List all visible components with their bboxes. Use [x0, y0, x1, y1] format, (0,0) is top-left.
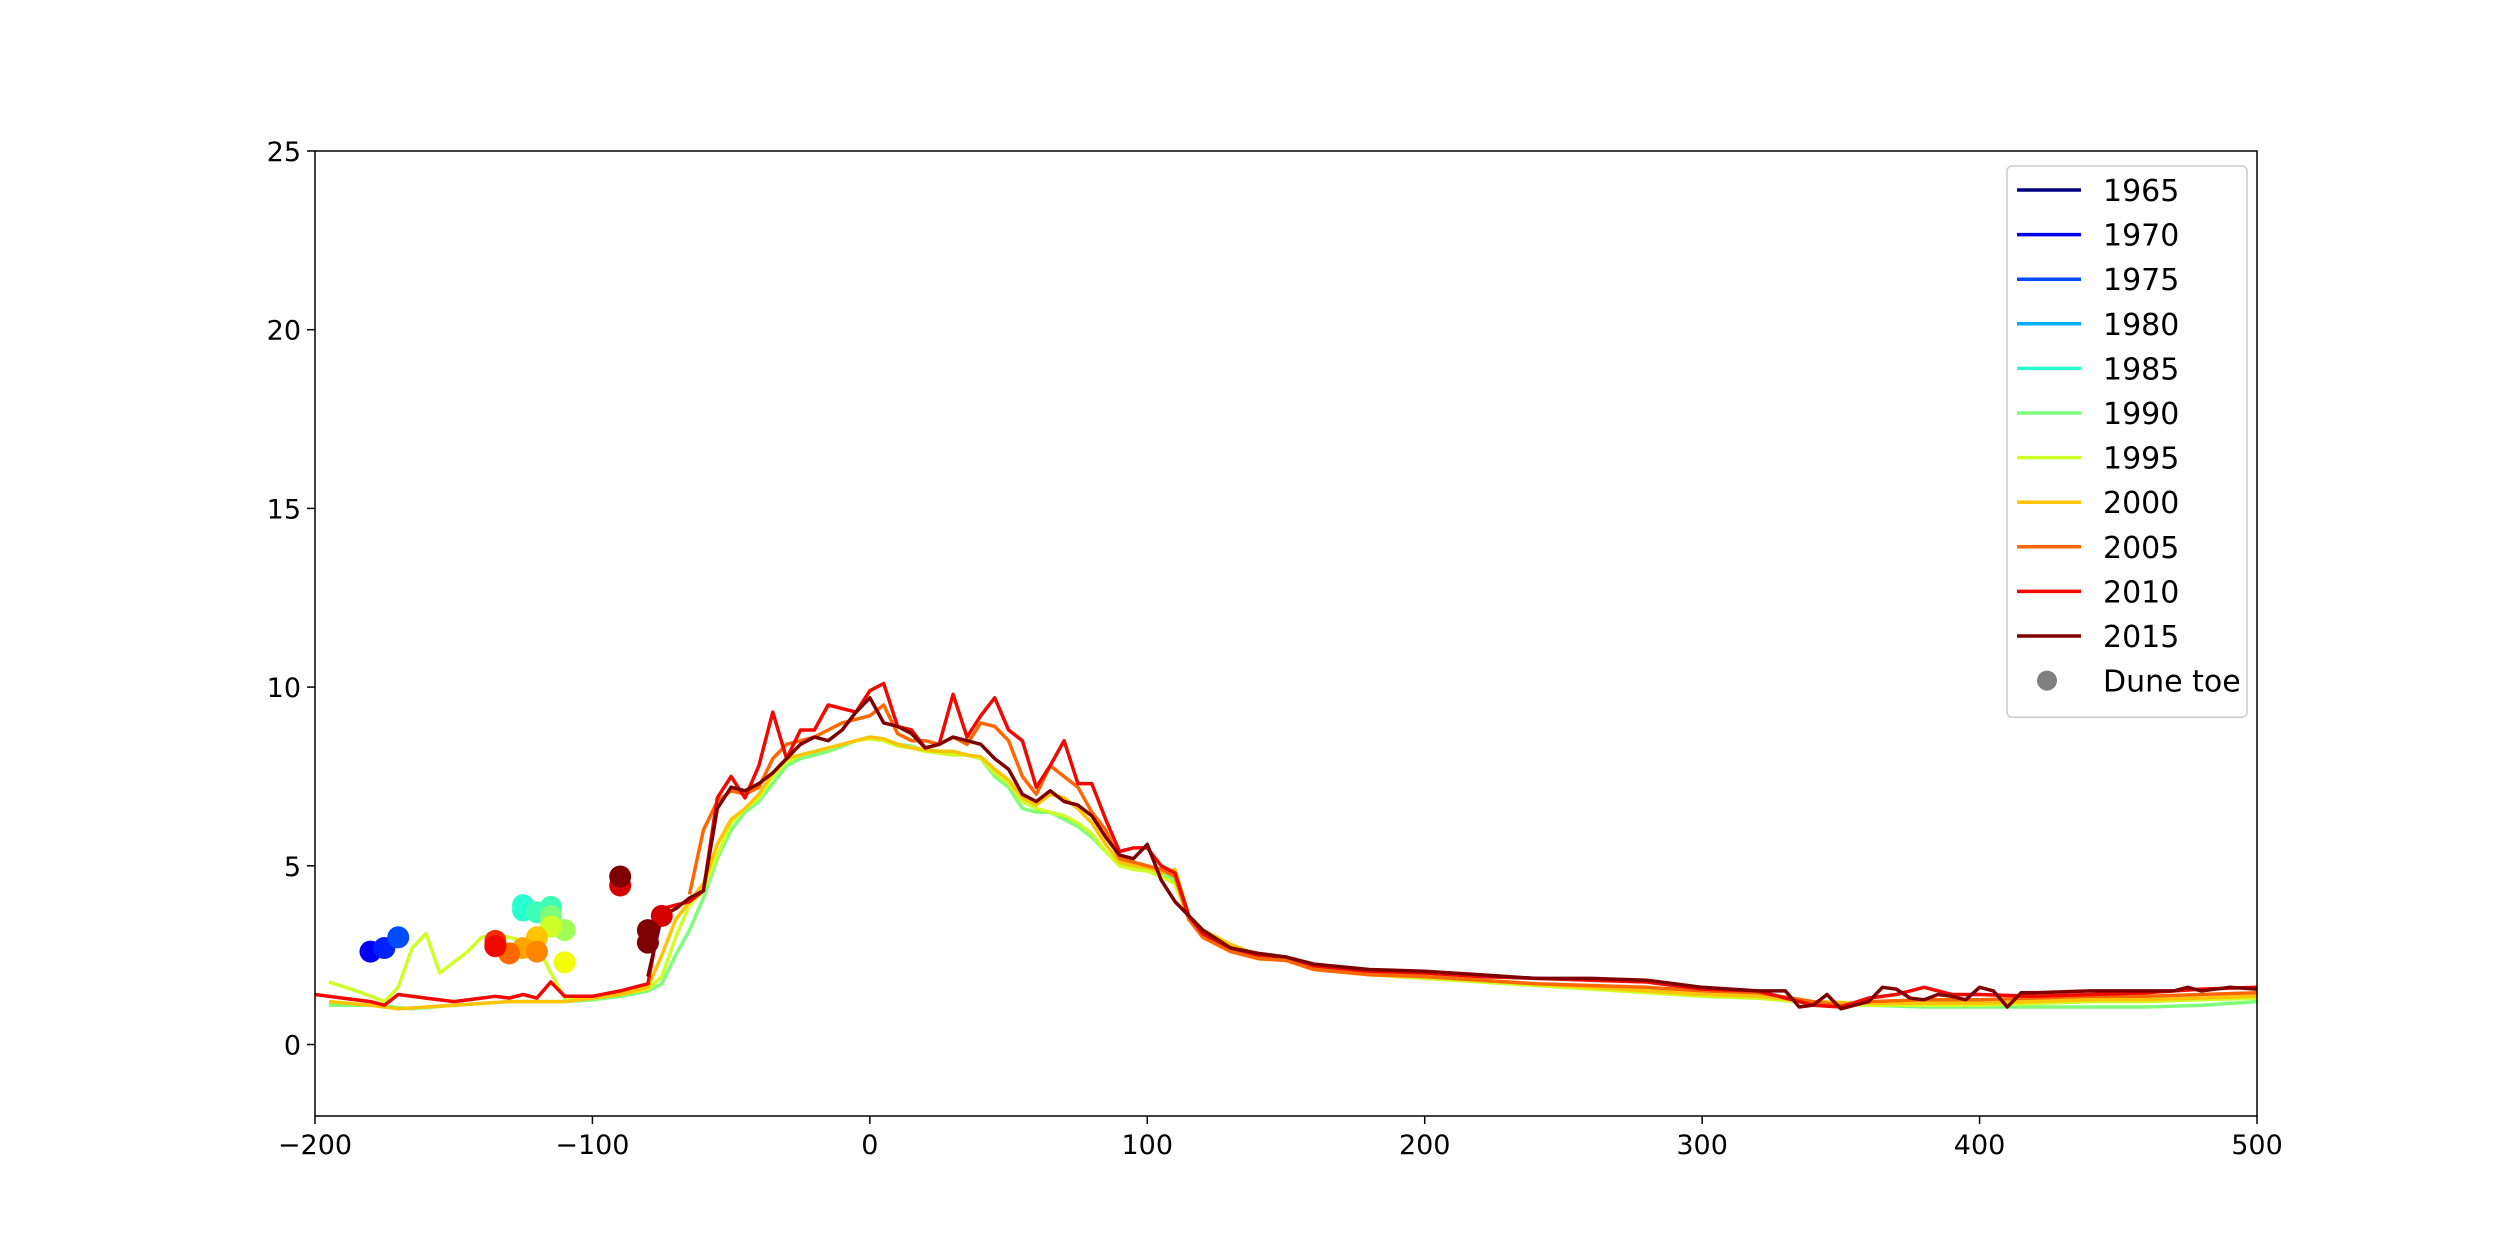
y-tick-label: 20 [267, 316, 301, 347]
series-line-2015 [646, 696, 2257, 1011]
legend-label-1970: 1970 [2103, 219, 2179, 254]
legend-label-2010: 2010 [2103, 575, 2179, 610]
x-tick-label: 400 [1954, 1130, 2006, 1161]
x-tick-label: 500 [2231, 1130, 2283, 1161]
legend-label-1980: 1980 [2103, 308, 2179, 343]
x-tick-label: 200 [1399, 1130, 1451, 1161]
dune-toe-marker-1995-10 [553, 951, 576, 974]
legend-label-1995: 1995 [2103, 442, 2179, 477]
axes: −200 −100 0 100 200 300 400 500 0 5 10 15 20 25 [267, 137, 2283, 1161]
y-tick-label: 15 [267, 494, 301, 525]
dune-toe-marker-2015-19 [609, 865, 632, 888]
legend-label-1985: 1985 [2103, 352, 2179, 387]
dune-toe-marker-2005-13 [525, 940, 548, 963]
series-line-2010 [315, 681, 2257, 1009]
y-tick-label: 10 [267, 673, 301, 704]
legend-label-dune-toe: Dune toe [2103, 665, 2241, 700]
dune-toe-marker-2010-16 [484, 935, 507, 958]
dune-toe-marker-1975-2 [387, 926, 410, 949]
legend-label-2015: 2015 [2103, 620, 2179, 655]
legend-label-2005: 2005 [2103, 531, 2179, 566]
legend-label-1965: 1965 [2103, 174, 2179, 209]
y-tick-label: 25 [267, 137, 301, 168]
y-tick-label: 5 [284, 852, 301, 883]
legend: 1965 1970 1975 1980 1985 1990 1995 2000 2005 2010… [2006, 165, 2248, 718]
dune-toe-marker-2010-18 [650, 904, 673, 927]
axes-frame [314, 150, 2258, 1117]
x-tick-label: 300 [1676, 1130, 1728, 1161]
legend-label-1990: 1990 [2103, 397, 2179, 432]
x-tick-label: 100 [1122, 1130, 1174, 1161]
legend-marker-dune-toe [2037, 670, 2057, 691]
x-tick-label: −100 [555, 1130, 629, 1161]
legend-box [2006, 165, 2248, 718]
x-tick-label: −200 [278, 1130, 352, 1161]
legend-label-1975: 1975 [2103, 263, 2179, 298]
y-tick-label: 0 [284, 1031, 301, 1062]
x-tick-label: 0 [861, 1130, 878, 1161]
plot-area [315, 681, 2257, 1011]
dune-toe-marker-2015-21 [636, 931, 659, 954]
legend-label-2000: 2000 [2103, 486, 2179, 521]
